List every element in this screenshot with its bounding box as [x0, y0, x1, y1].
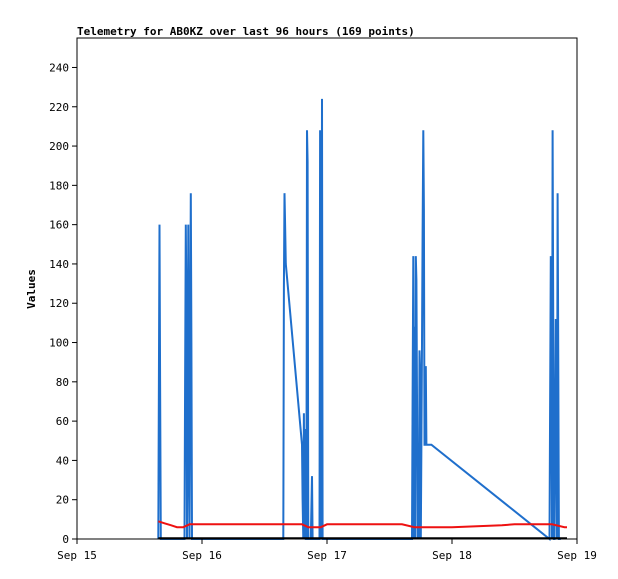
- x-axis: Sep 15 Sep 16 Sep 17 Sep 18 Sep 19: [57, 539, 597, 562]
- y-tick-label: 200: [49, 140, 69, 153]
- x-tick-label: Sep 16: [182, 549, 222, 562]
- y-tick-label: 240: [49, 61, 69, 74]
- y-tick-label: 40: [56, 454, 69, 467]
- y-tick-label: 0: [62, 533, 69, 546]
- y-tick-label: 100: [49, 337, 69, 350]
- y-tick-label: 140: [49, 258, 69, 271]
- x-tick-label: Sep 17: [307, 549, 347, 562]
- y-axis: 0 20 40 60 80 100 120 140 160 180 200 220 240: [49, 61, 77, 546]
- y-tick-label: 20: [56, 494, 69, 507]
- y-tick-label: 160: [49, 219, 69, 232]
- x-tick-label: Sep 18: [432, 549, 472, 562]
- y-tick-label: 180: [49, 179, 69, 192]
- y-tick-label: 220: [49, 101, 69, 114]
- x-tick-label: Sep 19: [557, 549, 597, 562]
- y-axis-label: Values: [25, 269, 38, 309]
- series-line-red: [157, 520, 567, 529]
- chart-title: Telemetry for AB0KZ over last 96 hours (…: [77, 25, 415, 38]
- y-tick-label: 120: [49, 297, 69, 310]
- x-tick-label: Sep 15: [57, 549, 97, 562]
- y-tick-label: 60: [56, 415, 69, 428]
- y-tick-label: 80: [56, 376, 69, 389]
